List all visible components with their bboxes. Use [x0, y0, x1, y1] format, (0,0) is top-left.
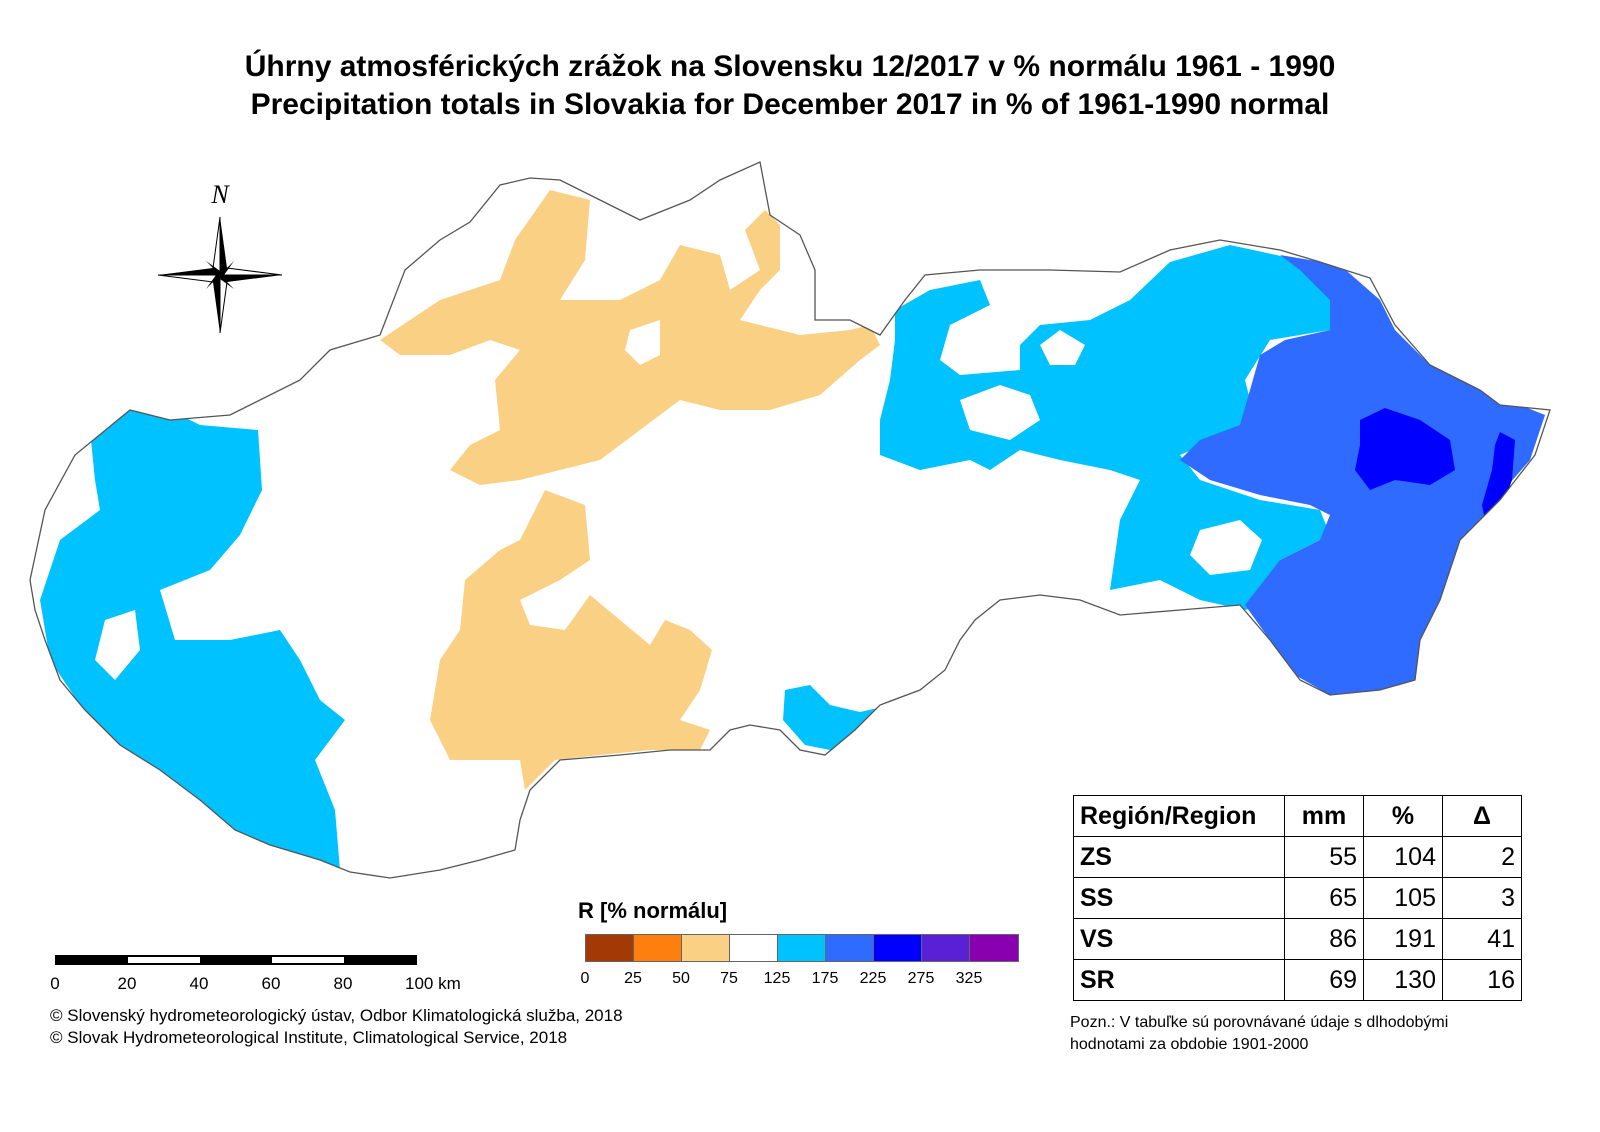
- legend-tick-label: 75: [720, 970, 738, 987]
- legend-tick-label: 225: [859, 970, 887, 987]
- central-orange-region: [430, 490, 712, 790]
- west-blue-region: [40, 400, 345, 870]
- legend-tick-label: 25: [624, 970, 642, 987]
- table-row: VS 86 191 41: [1073, 918, 1522, 960]
- legend-swatch: [778, 935, 826, 961]
- delta-cell: 41: [1442, 918, 1522, 960]
- table-note-line-2: hodnotami za obdobie 1901-2000: [1070, 1036, 1309, 1053]
- scale-bar: [55, 955, 417, 965]
- east-white-hole-2: [1040, 330, 1085, 365]
- legend-swatch: [922, 935, 970, 961]
- west-white-hole: [95, 610, 140, 680]
- scale-tick-label: 40: [189, 974, 209, 993]
- legend-swatch: [730, 935, 778, 961]
- legend-color-bar: [585, 934, 1019, 962]
- delta-cell: 3: [1442, 877, 1522, 919]
- legend-swatch: [634, 935, 682, 961]
- percent-cell: 105: [1363, 877, 1443, 919]
- scale-tick-label: 60: [261, 974, 281, 993]
- legend-swatch: [826, 935, 874, 961]
- north-label: N: [210, 180, 230, 209]
- delta-cell: 2: [1442, 836, 1522, 878]
- copyright-slovak: © Slovenský hydrometeorologický ústav, O…: [50, 1006, 623, 1025]
- east-white-hole-1: [960, 385, 1040, 440]
- east-lightblue-region: [880, 245, 1330, 610]
- north-arrow: N: [157, 180, 283, 334]
- region-stats-table: Región/Region mm % Δ ZS 55 104 2 SS 65 1…: [1073, 795, 1522, 1001]
- header-region: Región/Region: [1073, 795, 1285, 837]
- percent-cell: 130: [1363, 959, 1443, 1001]
- scale-tick-label: 80: [333, 974, 353, 993]
- legend-tick-label: 275: [907, 970, 935, 987]
- scale-tick-label: 20: [117, 974, 137, 993]
- legend-title: R [% normálu]: [578, 898, 728, 923]
- header-mm: mm: [1284, 795, 1364, 837]
- scale-tick-label: 0: [50, 974, 60, 993]
- map-title-english: Precipitation totals in Slovakia for Dec…: [250, 88, 1330, 121]
- region-cell: SS: [1073, 877, 1285, 919]
- map-title-slovak: Úhrny atmosférických zrážok na Slovensku…: [244, 50, 1336, 83]
- legend-swatch: [874, 935, 922, 961]
- legend-tick-label: 175: [811, 970, 839, 987]
- east-darkblue-core: [1355, 408, 1455, 490]
- mm-cell: 55: [1284, 836, 1364, 878]
- legend-swatch: [586, 935, 634, 961]
- legend-tick-label: 125: [763, 970, 791, 987]
- legend-tick-label: 325: [955, 970, 983, 987]
- copyright-english: © Slovak Hydrometeorological Institute, …: [50, 1028, 568, 1047]
- header-delta: Δ: [1442, 795, 1522, 837]
- region-cell: VS: [1073, 918, 1285, 960]
- scale-tick-label: 100 km: [405, 974, 461, 993]
- mm-cell: 65: [1284, 877, 1364, 919]
- legend-swatch: [682, 935, 730, 961]
- mm-cell: 86: [1284, 918, 1364, 960]
- region-cell: SR: [1073, 959, 1285, 1001]
- percent-cell: 191: [1363, 918, 1443, 960]
- table-row: SS 65 105 3: [1073, 877, 1522, 919]
- table-row: ZS 55 104 2: [1073, 836, 1522, 878]
- mm-cell: 69: [1284, 959, 1364, 1001]
- legend-tick-label: 50: [672, 970, 690, 987]
- table-row: SR 69 130 16: [1073, 959, 1522, 1001]
- table-header-row: Región/Region mm % Δ: [1073, 795, 1522, 837]
- legend-tick-label: 0: [580, 970, 590, 987]
- header-percent: %: [1363, 795, 1443, 837]
- delta-cell: 16: [1442, 959, 1522, 1001]
- region-cell: ZS: [1073, 836, 1285, 878]
- percent-cell: 104: [1363, 836, 1443, 878]
- table-note-line-1: Pozn.: V tabuľke sú porovnávané údaje s …: [1070, 1014, 1449, 1031]
- legend-swatch: [970, 935, 1018, 961]
- east-white-hole-3: [1190, 520, 1262, 575]
- north-white-hole: [625, 320, 660, 365]
